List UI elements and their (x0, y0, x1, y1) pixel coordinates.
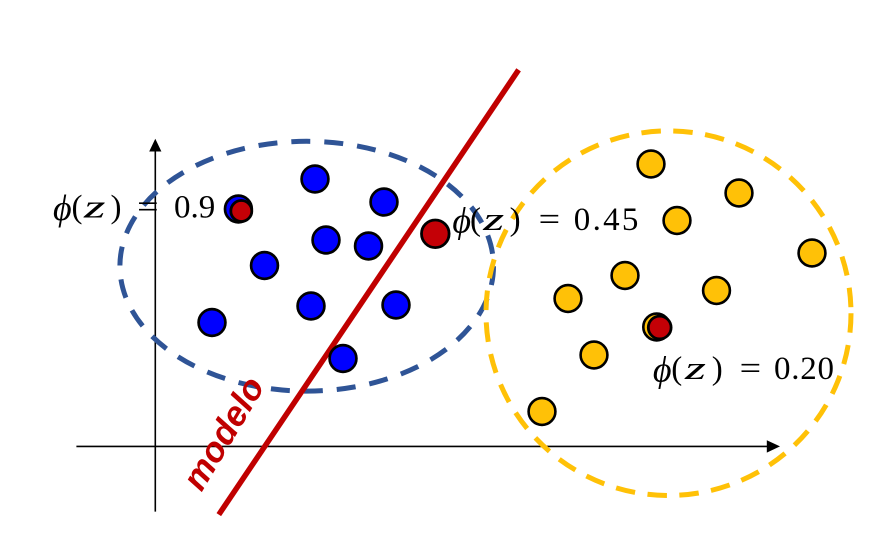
svg-text:(: ( (72, 190, 83, 226)
svg-text:ϕ: ϕ (452, 201, 471, 241)
svg-text:(: ( (671, 351, 682, 387)
svg-text:z: z (482, 202, 505, 238)
svg-text:z: z (82, 190, 105, 226)
svg-text:0.9: 0.9 (174, 190, 215, 226)
svg-text:): ) (510, 202, 521, 238)
svg-text:ϕ: ϕ (53, 188, 72, 228)
svg-text:0.45: 0.45 (574, 202, 639, 238)
svg-text:): ) (111, 190, 122, 226)
svg-text:ϕ: ϕ (653, 350, 672, 390)
svg-text:=: = (740, 351, 762, 387)
svg-text:=: = (539, 202, 561, 238)
svg-text:z: z (683, 351, 706, 387)
svg-text:(: ( (470, 202, 481, 238)
svg-text:0.20: 0.20 (774, 351, 834, 387)
svg-text:modelo: modelo (175, 370, 273, 497)
svg-text:): ) (712, 351, 723, 387)
svg-text:=: = (137, 190, 159, 226)
